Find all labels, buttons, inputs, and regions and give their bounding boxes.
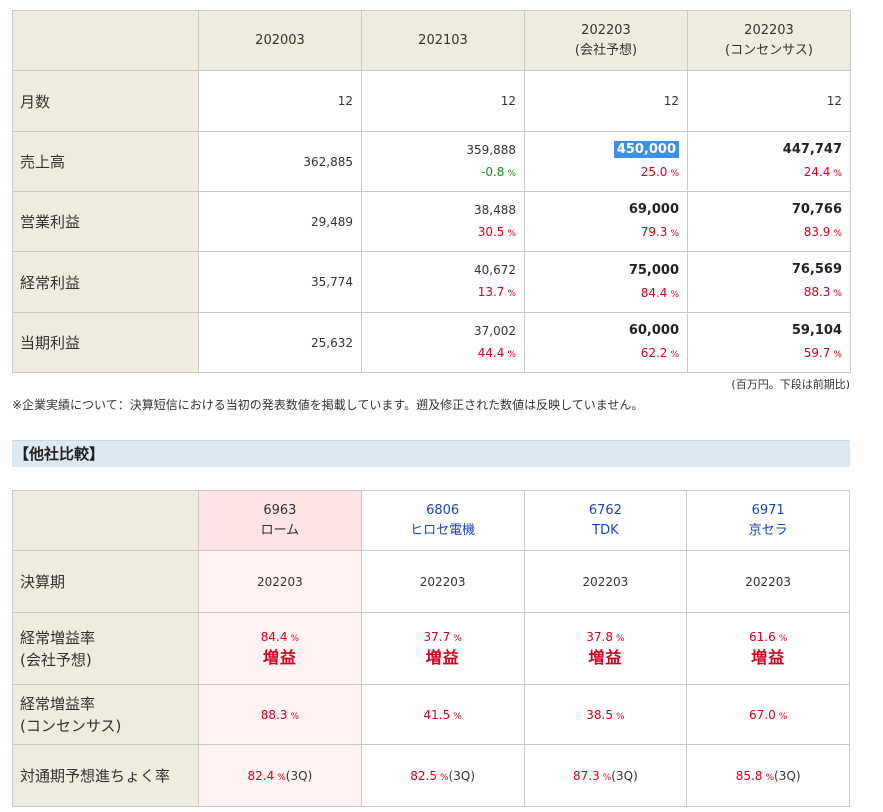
col-header-202103: 202103 bbox=[361, 10, 525, 71]
cell-progress: 85.8 %(3Q) bbox=[686, 744, 850, 807]
cell-value: 359,888 -0.8% bbox=[361, 131, 525, 192]
cell-ord-growth-co: 37.7% 増益 bbox=[360, 612, 525, 685]
cell-value: 37,002 44.4% bbox=[361, 312, 525, 373]
col-header-company-forecast: 202203 (会社予想) bbox=[524, 10, 688, 71]
cell-value: 69,000 79.3% bbox=[524, 191, 690, 252]
company-header-link[interactable]: 6971 京セラ bbox=[686, 490, 850, 551]
cell-value: 38,488 30.5% bbox=[361, 191, 525, 252]
cell-value: 362,885 bbox=[198, 131, 362, 192]
cell-value: 76,569 88.3% bbox=[687, 251, 851, 313]
cell-value: 59,104 59.7% bbox=[687, 312, 851, 373]
cell-ord-growth-cons: 88.3% bbox=[198, 684, 362, 745]
row-label-net: 当期利益 bbox=[12, 312, 199, 373]
col-header-202003: 202003 bbox=[198, 10, 362, 71]
row-label-ord-growth-co: 経常増益率 (会社予想) bbox=[12, 612, 199, 685]
company-header-link[interactable]: 6806 ヒロセ電機 bbox=[360, 490, 525, 551]
row-label-months: 月数 bbox=[12, 70, 199, 132]
cell-value: 25,632 bbox=[198, 312, 362, 373]
result-badge: 増益 bbox=[588, 647, 623, 667]
comparison-table: 6963 ローム 6806 ヒロセ電機 6762 TDK 6971 京セラ 決算期 20… bbox=[12, 490, 850, 807]
cell-period: 202203 bbox=[360, 550, 525, 613]
cell-progress: 87.3 %(3Q) bbox=[523, 744, 688, 807]
cell-value: 29,489 bbox=[198, 191, 362, 252]
result-badge: 増益 bbox=[250, 639, 305, 674]
row-label-ord-growth-cons: 経常増益率 (コンセンサス) bbox=[12, 684, 199, 745]
company-header-link[interactable]: 6762 TDK bbox=[523, 490, 688, 551]
company-code-link[interactable]: 6762 bbox=[588, 502, 622, 518]
cell-value: 450,000 25.0% bbox=[524, 131, 690, 192]
company-code-link[interactable]: 6806 bbox=[426, 502, 460, 518]
cell-value: 35,774 bbox=[198, 251, 362, 313]
company-header-self: 6963 ローム bbox=[198, 490, 362, 551]
cell-ord-growth-cons: 41.5% bbox=[360, 684, 525, 745]
cell-period: 202203 bbox=[686, 550, 850, 613]
cell-value: 12 bbox=[687, 70, 851, 132]
row-label-operating: 営業利益 bbox=[12, 191, 199, 252]
results-table: 202003 202103 202203 (会社予想) 202203 (コンセンサス… bbox=[12, 10, 851, 373]
cell-value: 75,000 84.4% bbox=[524, 251, 690, 313]
row-label-period: 決算期 bbox=[12, 550, 199, 613]
company-name-link[interactable]: ヒロセ電機 bbox=[410, 522, 476, 538]
row-label-sales: 売上高 bbox=[12, 131, 199, 192]
unit-note: (百万円。下段は前期比) bbox=[731, 378, 850, 391]
corner-cell bbox=[12, 490, 199, 551]
cell-progress: 82.5 %(3Q) bbox=[360, 744, 525, 807]
cell-ord-growth-cons: 67.0% bbox=[686, 684, 850, 745]
cell-ord-growth-co: 37.8% 増益 bbox=[523, 612, 688, 685]
cell-ord-growth-co: 61.6% 増益 bbox=[686, 612, 850, 685]
result-badge: 増益 bbox=[751, 647, 786, 667]
row-label-ordinary: 経常利益 bbox=[12, 251, 199, 313]
cell-period: 202203 bbox=[198, 550, 362, 613]
company-name-link[interactable]: TDK bbox=[592, 522, 619, 538]
section-title-comparison: 【他社比較】 bbox=[12, 440, 850, 467]
cell-progress: 82.4 %(3Q) bbox=[198, 744, 362, 807]
cell-ord-growth-cons: 38.5% bbox=[523, 684, 688, 745]
cell-value: 12 bbox=[198, 70, 362, 132]
corner-cell bbox=[12, 10, 199, 71]
cell-value: 70,766 83.9% bbox=[687, 191, 851, 252]
selected-value: 450,000 bbox=[613, 141, 679, 158]
company-name-link[interactable]: 京セラ bbox=[748, 522, 788, 538]
row-label-progress: 対通期予想進ちょく率 bbox=[12, 744, 199, 807]
cell-value: 60,000 62.2% bbox=[524, 312, 690, 373]
cell-value: 12 bbox=[361, 70, 525, 132]
cell-period: 202203 bbox=[523, 550, 688, 613]
cell-value: 12 bbox=[524, 70, 688, 132]
cell-value: 447,747 24.4% bbox=[687, 131, 851, 192]
company-code-link[interactable]: 6971 bbox=[751, 502, 785, 518]
result-badge: 増益 bbox=[425, 647, 460, 667]
footnote: ※企業実績について：決算短信における当初の発表数値を掲載しています。遡及修正され… bbox=[12, 398, 644, 412]
col-header-consensus: 202203 (コンセンサス) bbox=[687, 10, 851, 71]
cell-value: 40,672 13.7% bbox=[361, 251, 526, 313]
cell-ord-growth-co: 84.4% 増益 bbox=[198, 612, 362, 685]
